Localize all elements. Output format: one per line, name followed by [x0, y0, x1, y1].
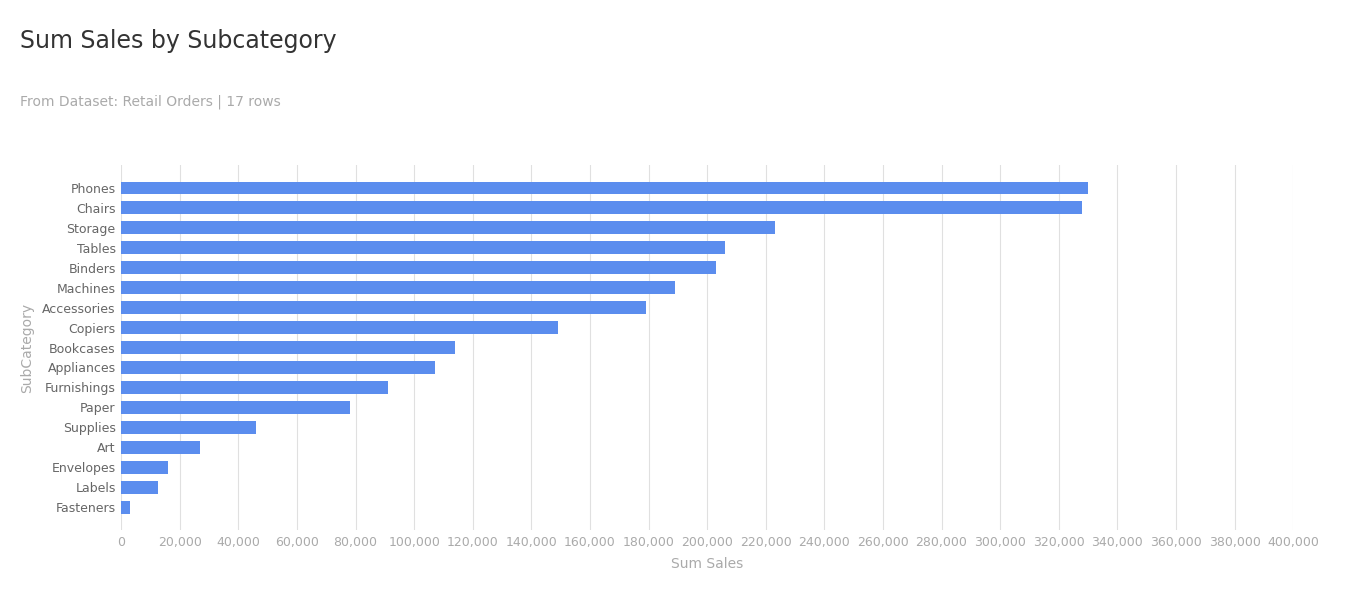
Bar: [121, 501, 131, 514]
Bar: [121, 181, 1088, 194]
Bar: [121, 221, 775, 234]
Bar: [121, 302, 645, 314]
Bar: [121, 361, 435, 373]
Bar: [121, 441, 201, 454]
Bar: [121, 401, 350, 413]
Bar: [121, 282, 675, 294]
Bar: [121, 241, 725, 254]
Text: Sum Sales by Subcategory: Sum Sales by Subcategory: [20, 29, 337, 54]
Text: From Dataset: Retail Orders | 17 rows: From Dataset: Retail Orders | 17 rows: [20, 94, 282, 109]
Y-axis label: SubCategory: SubCategory: [20, 302, 34, 393]
X-axis label: Sum Sales: Sum Sales: [671, 557, 744, 571]
Bar: [121, 322, 558, 334]
Bar: [121, 461, 168, 474]
Bar: [121, 481, 158, 494]
Bar: [121, 262, 717, 274]
Bar: [121, 201, 1082, 214]
Bar: [121, 341, 455, 354]
Bar: [121, 421, 256, 434]
Bar: [121, 381, 388, 393]
